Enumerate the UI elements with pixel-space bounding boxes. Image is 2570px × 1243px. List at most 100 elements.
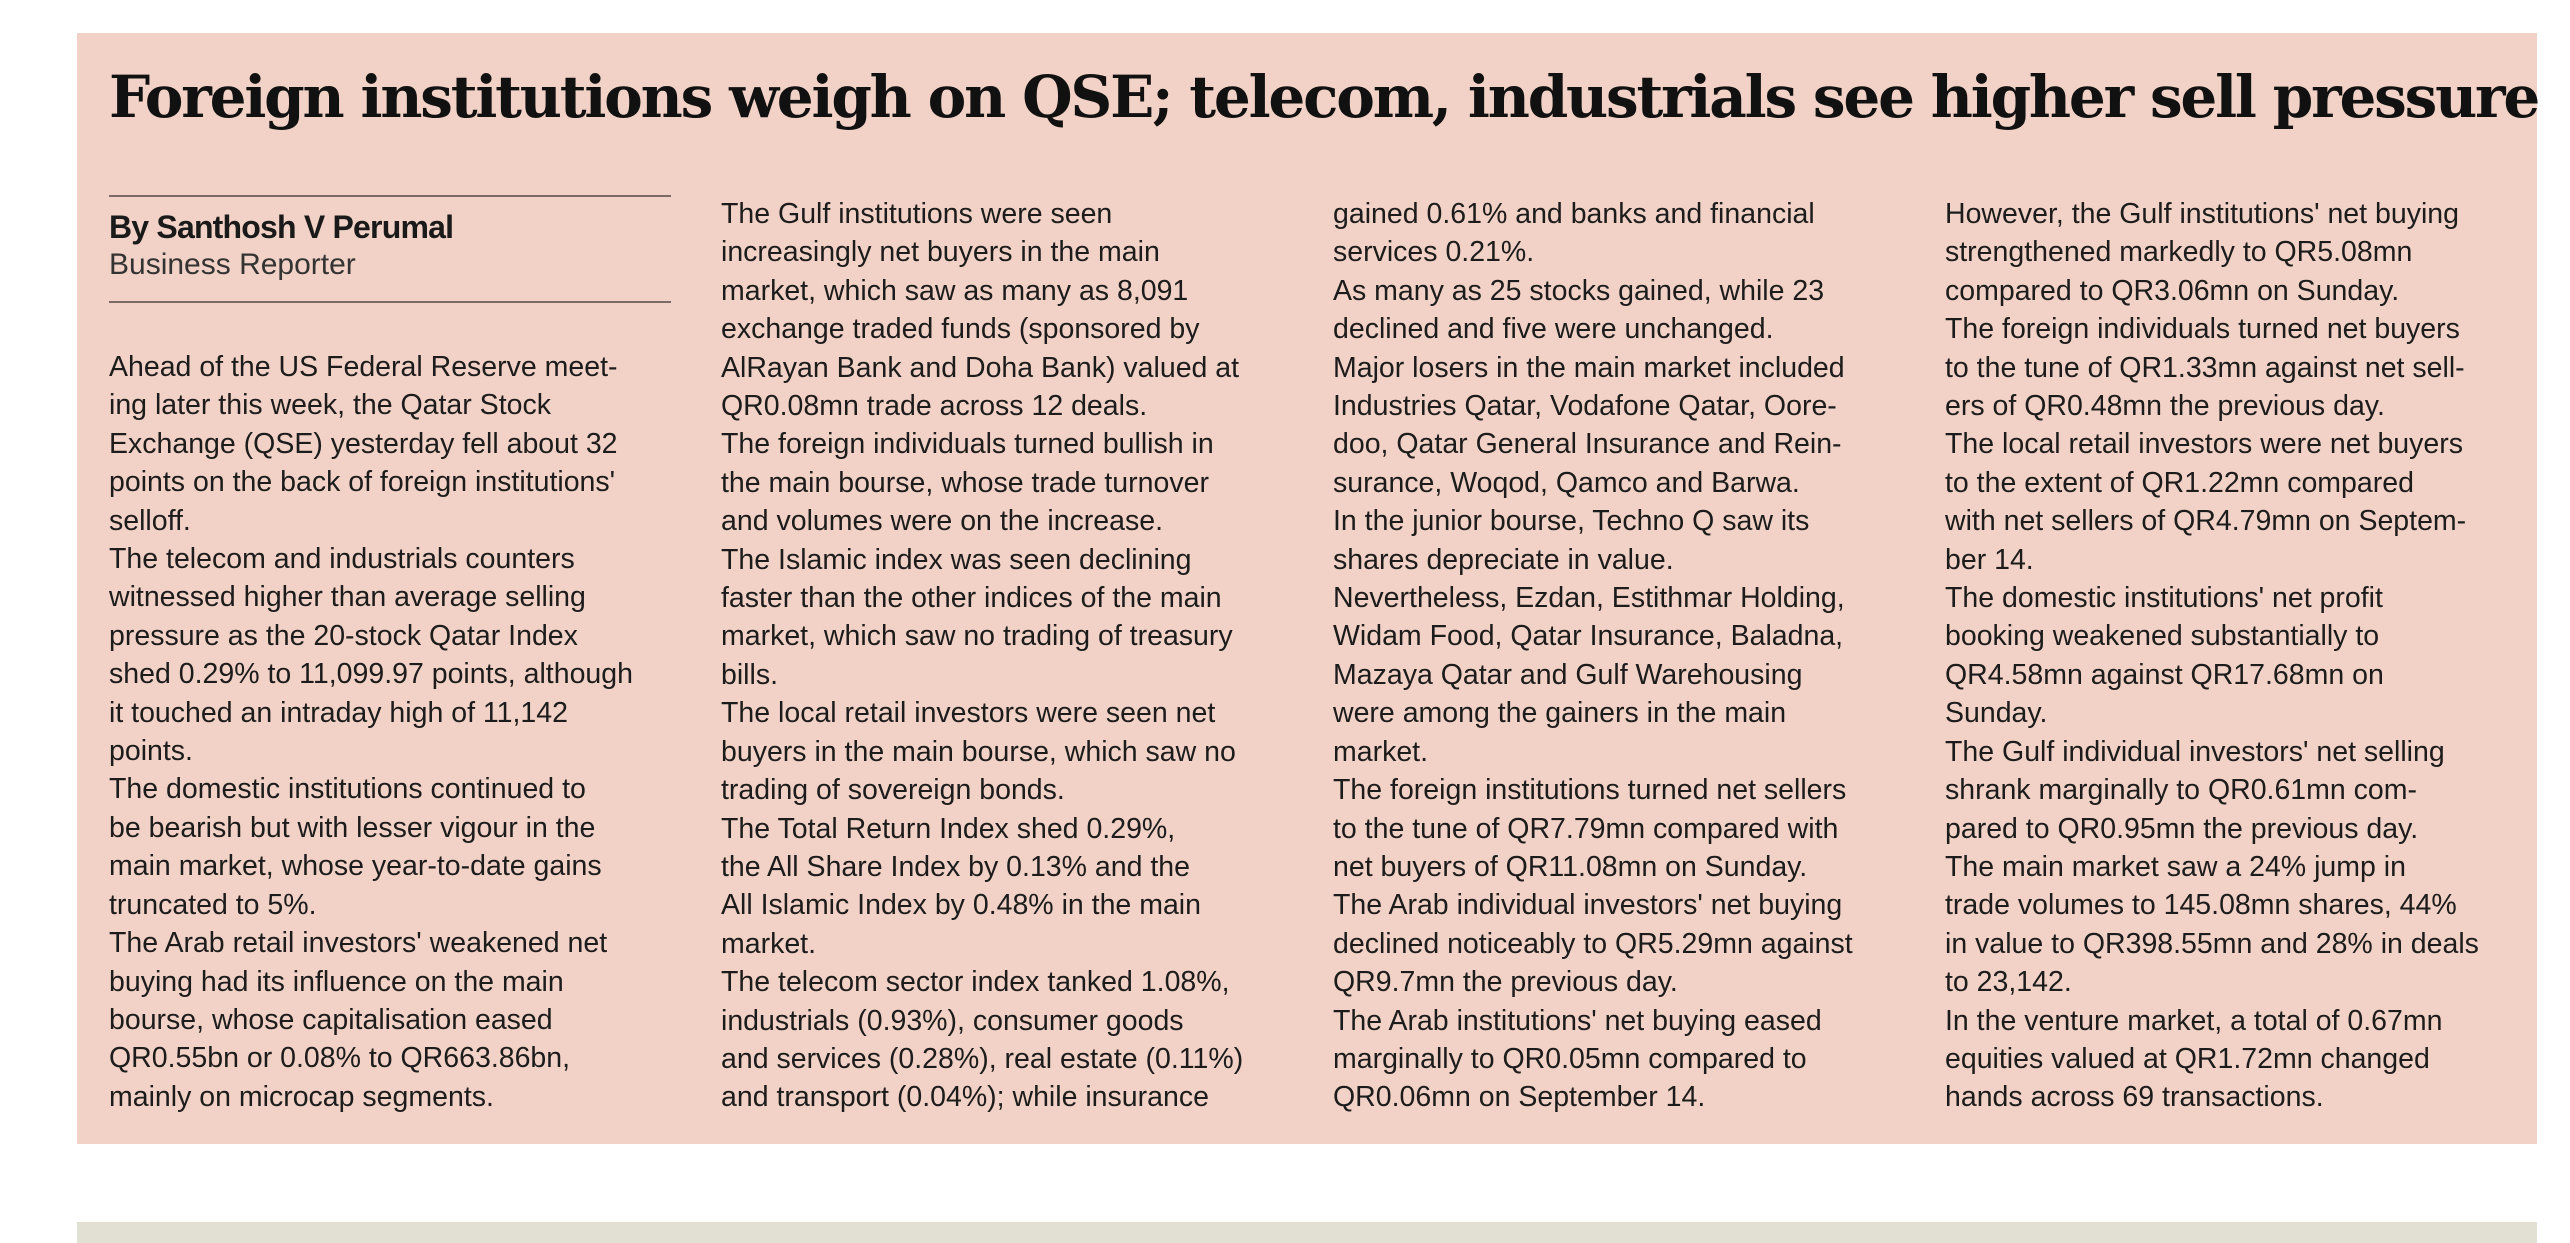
text-line: The telecom and industrials counters (109, 543, 575, 576)
text-line: shrank marginally to QR0.61mn com- (1945, 774, 2418, 807)
text-line: Ahead of the US Federal Reserve meet- (109, 351, 618, 383)
text-line: it touched an intraday high of 11,142 (109, 696, 568, 729)
text-line: doo, Qatar General Insurance and Rein- (1333, 428, 1842, 461)
text-line: shares depreciate in value. (1333, 543, 1674, 576)
text-line: pressure as the 20-stock Qatar Index (109, 619, 578, 652)
text-line: increasingly net buyers in the main (721, 236, 1160, 269)
text-line: The foreign individuals turned bullish i… (721, 428, 1214, 461)
text-line: Nevertheless, Ezdan, Estithmar Holding, (1333, 582, 1845, 615)
next-article-band (77, 1222, 2537, 1243)
text-line: Sunday. (1945, 697, 2048, 730)
text-line: However, the Gulf institutions' net buyi… (1945, 198, 2459, 230)
text-line: were among the gainers in the main (1333, 697, 1787, 730)
text-line: hands across 69 transactions. (1945, 1081, 2324, 1114)
text-line: The foreign individuals turned net buyer… (1945, 313, 2460, 346)
text-line: declined and five were unchanged. (1333, 313, 1774, 346)
text-line: In the venture market, a total of 0.67mn (1945, 1004, 2443, 1037)
text-line: Industries Qatar, Vodafone Qatar, Oore- (1333, 390, 1837, 423)
text-line: witnessed higher than average selling (109, 581, 586, 614)
text-line: buyers in the main bourse, which saw no (721, 735, 1236, 768)
text-line: ers of QR0.48mn the previous day. (1945, 390, 2385, 423)
text-line: Major losers in the main market included (1333, 351, 1845, 384)
text-line: and services (0.28%), real estate (0.11%… (721, 1042, 1244, 1075)
text-line: The Islamic index was seen declining (721, 543, 1192, 576)
text-line: faster than the other indices of the mai… (721, 582, 1222, 615)
text-line: be bearish but with lesser vigour in the (109, 811, 596, 844)
text-line: trading of sovereign bonds. (721, 774, 1065, 807)
text-line: mainly on microcap segments. (109, 1080, 494, 1113)
text-line: market, which saw no trading of treasury (721, 620, 1233, 653)
article-column-1: Ahead of the US Federal Reserve meet-ing… (109, 348, 684, 1116)
text-line: The Total Return Index shed 0.29%, (721, 812, 1176, 845)
text-line: Mazaya Qatar and Gulf Warehousing (1333, 658, 1803, 691)
text-line: The local retail investors were seen net (721, 697, 1216, 730)
text-line: shed 0.29% to 11,099.97 points, although (109, 658, 633, 691)
text-line: to 23,142. (1945, 966, 2072, 999)
text-line: declined noticeably to QR5.29mn against (1333, 927, 1853, 960)
text-line: bourse, whose capitalisation eased (109, 1003, 553, 1036)
text-line: QR4.58mn against QR17.68mn on (1945, 658, 2384, 691)
text-line: and transport (0.04%); while insurance (721, 1081, 1209, 1114)
author-role: Business Reporter (109, 248, 356, 281)
text-line: surance, Woqod, Qamco and Barwa. (1333, 466, 1800, 499)
text-line: The telecom sector index tanked 1.08%, (721, 966, 1230, 999)
text-line: net buyers of QR11.08mn on Sunday. (1333, 850, 1808, 883)
text-line: QR0.08mn trade across 12 deals. (721, 390, 1148, 423)
text-line: selloff. (109, 504, 191, 537)
text-line: ber 14. (1945, 543, 2034, 576)
text-line: buying had its influence on the main (109, 965, 564, 998)
text-line: points. (109, 735, 193, 768)
article-column-4: However, the Gulf institutions' net buyi… (1945, 195, 2520, 1117)
text-line: trade volumes to 145.08mn shares, 44% (1945, 889, 2457, 922)
text-line: The Gulf institutions were seen (721, 198, 1113, 230)
text-line: market. (721, 927, 817, 960)
text-line: main market, whose year-to-date gains (109, 850, 602, 883)
text-line: the All Share Index by 0.13% and the (721, 850, 1190, 883)
text-line: marginally to QR0.05mn compared to (1333, 1042, 1807, 1075)
text-line: The Arab individual investors' net buyin… (1333, 889, 1843, 922)
text-line: in value to QR398.55mn and 28% in deals (1945, 927, 2479, 960)
text-line: market, which saw as many as 8,091 (721, 274, 1189, 307)
text-line: to the extent of QR1.22mn compared (1945, 466, 2414, 499)
text-line: truncated to 5%. (109, 888, 317, 921)
text-line: The domestic institutions' net profit (1945, 582, 2383, 615)
text-line: points on the back of foreign institutio… (109, 466, 616, 499)
text-line: The foreign institutions turned net sell… (1333, 774, 1847, 807)
text-line: Widam Food, Qatar Insurance, Baladna, (1333, 620, 1844, 653)
text-line: exchange traded funds (sponsored by (721, 313, 1200, 346)
text-line: Exchange (QSE) yesterday fell about 32 (109, 427, 618, 460)
text-line: to the tune of QR1.33mn against net sell… (1945, 351, 2465, 384)
text-line: with net sellers of QR4.79mn on Septem- (1945, 505, 2467, 538)
text-line: The Arab institutions' net buying eased (1333, 1004, 1822, 1037)
text-line: market. (1333, 735, 1429, 768)
article-headline: Foreign institutions weigh on QSE; telec… (109, 63, 2540, 131)
text-line: bills. (721, 658, 779, 691)
text-line: AlRayan Bank and Doha Bank) valued at (721, 351, 1240, 384)
text-line: In the junior bourse, Techno Q saw its (1333, 505, 1810, 538)
article-panel (77, 33, 2537, 1144)
text-line: The main market saw a 24% jump in (1945, 850, 2406, 883)
text-line: The Arab retail investors' weakened net (109, 927, 608, 960)
author-name: By Santhosh V Perumal (109, 209, 454, 245)
text-line: to the tune of QR7.79mn compared with (1333, 812, 1839, 845)
text-line: the main bourse, whose trade turnover (721, 466, 1209, 499)
byline: By Santhosh V Perumal Business Reporter (109, 195, 671, 303)
text-line: QR0.55bn or 0.08% to QR663.86bn, (109, 1042, 571, 1075)
text-line: compared to QR3.06mn on Sunday. (1945, 274, 2400, 307)
article-column-2: The Gulf institutions were seen increasin… (721, 195, 1296, 1117)
text-line: and volumes were on the increase. (721, 505, 1164, 538)
text-line: All Islamic Index by 0.48% in the main (721, 889, 1201, 922)
text-line: equities valued at QR1.72mn changed (1945, 1042, 2430, 1075)
text-line: As many as 25 stocks gained, while 23 (1333, 274, 1825, 307)
text-line: ing later this week, the Qatar Stock (109, 389, 551, 422)
text-line: industrials (0.93%), consumer goods (721, 1004, 1184, 1037)
text-line: The domestic institutions continued to (109, 773, 586, 806)
article-column-3: gained 0.61% and banks and financial serv… (1333, 195, 1908, 1117)
text-line: gained 0.61% and banks and financial (1333, 198, 1815, 230)
text-line: The Gulf individual investors' net selli… (1945, 735, 2445, 768)
text-line: booking weakened substantially to (1945, 620, 2380, 653)
text-line: QR0.06mn on September 14. (1333, 1081, 1706, 1114)
text-line: services 0.21%. (1333, 236, 1535, 269)
text-line: pared to QR0.95mn the previous day. (1945, 812, 2419, 845)
text-line: QR9.7mn the previous day. (1333, 966, 1678, 999)
